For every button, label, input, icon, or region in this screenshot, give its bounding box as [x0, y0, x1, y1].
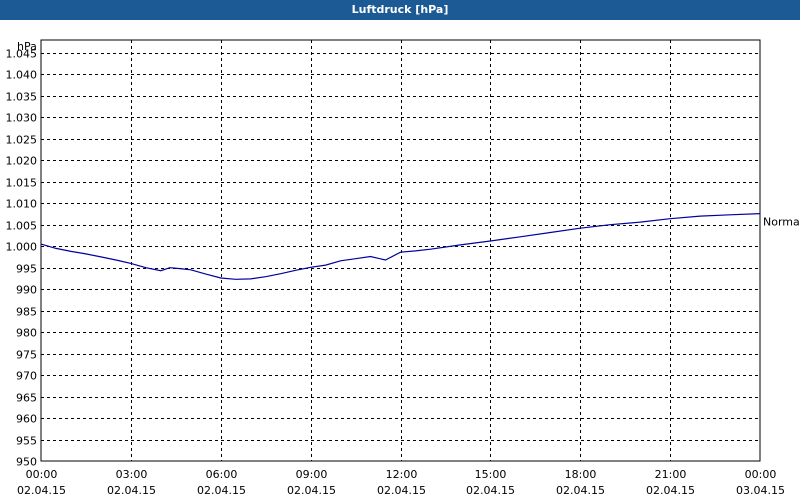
y-tick-label: 955	[16, 435, 37, 448]
y-tick-label: 965	[16, 392, 37, 405]
x-tick-time: 18:00	[565, 468, 597, 481]
y-tick-label: 1.010	[6, 198, 38, 211]
x-tick-date: 02.04.15	[556, 484, 605, 497]
x-tick-time: 12:00	[386, 468, 418, 481]
y-tick-label: 1.040	[6, 69, 38, 82]
x-tick-time: 03:00	[116, 468, 148, 481]
x-tick-time: 00:00	[745, 468, 777, 481]
y-tick-label: 990	[16, 284, 37, 297]
x-tick-date: 02.04.15	[107, 484, 156, 497]
x-tick-time: 00:00	[26, 468, 58, 481]
y-tick-label: 1.005	[6, 220, 38, 233]
x-tick-date: 02.04.15	[646, 484, 695, 497]
x-tick-date: 02.04.15	[377, 484, 426, 497]
x-tick-time: 15:00	[475, 468, 507, 481]
x-tick-date: 02.04.15	[17, 484, 66, 497]
y-tick-label: 960	[16, 413, 37, 426]
y-tick-label: 980	[16, 327, 37, 340]
series-layer: Normal	[40, 213, 800, 280]
x-tick-time: 06:00	[206, 468, 238, 481]
plot-frame	[40, 39, 761, 462]
y-axis-label: hPa	[17, 40, 37, 53]
series-line-normal	[40, 213, 761, 280]
chart-title: Luftdruck [hPa]	[351, 3, 449, 16]
x-tick-date: 02.04.15	[287, 484, 336, 497]
x-tick-time: 09:00	[296, 468, 328, 481]
y-tick-label: 950	[16, 456, 37, 469]
chart-title-bar: Luftdruck [hPa]	[0, 0, 800, 20]
y-tick-label: 1.045	[6, 48, 38, 61]
x-tick-date: 02.04.15	[197, 484, 246, 497]
x-tick-date: 02.04.15	[466, 484, 515, 497]
x-tick-date: 03.04.15	[736, 484, 785, 497]
y-tick-label: 1.035	[6, 91, 38, 104]
x-tick-time: 21:00	[655, 468, 687, 481]
y-tick-label: 1.020	[6, 155, 38, 168]
x-axis-ticks: 00:00 02.04.15 03:00 02.04.15 06:00 02.04.15 0…	[17, 468, 785, 497]
y-axis-ticks: 950 955 960 965 970 975 980 985 990 995 1.000 1.005…	[6, 48, 38, 469]
y-tick-label: 970	[16, 370, 37, 383]
y-tick-label: 985	[16, 306, 37, 319]
grid	[41, 40, 760, 461]
y-tick-label: 995	[16, 263, 37, 276]
y-tick-label: 1.025	[6, 134, 38, 147]
y-tick-label: 975	[16, 349, 37, 362]
y-tick-label: 1.015	[6, 177, 38, 190]
series-label: Normal	[763, 216, 800, 229]
y-tick-label: 1.000	[6, 241, 38, 254]
y-tick-label: 1.030	[6, 112, 38, 125]
